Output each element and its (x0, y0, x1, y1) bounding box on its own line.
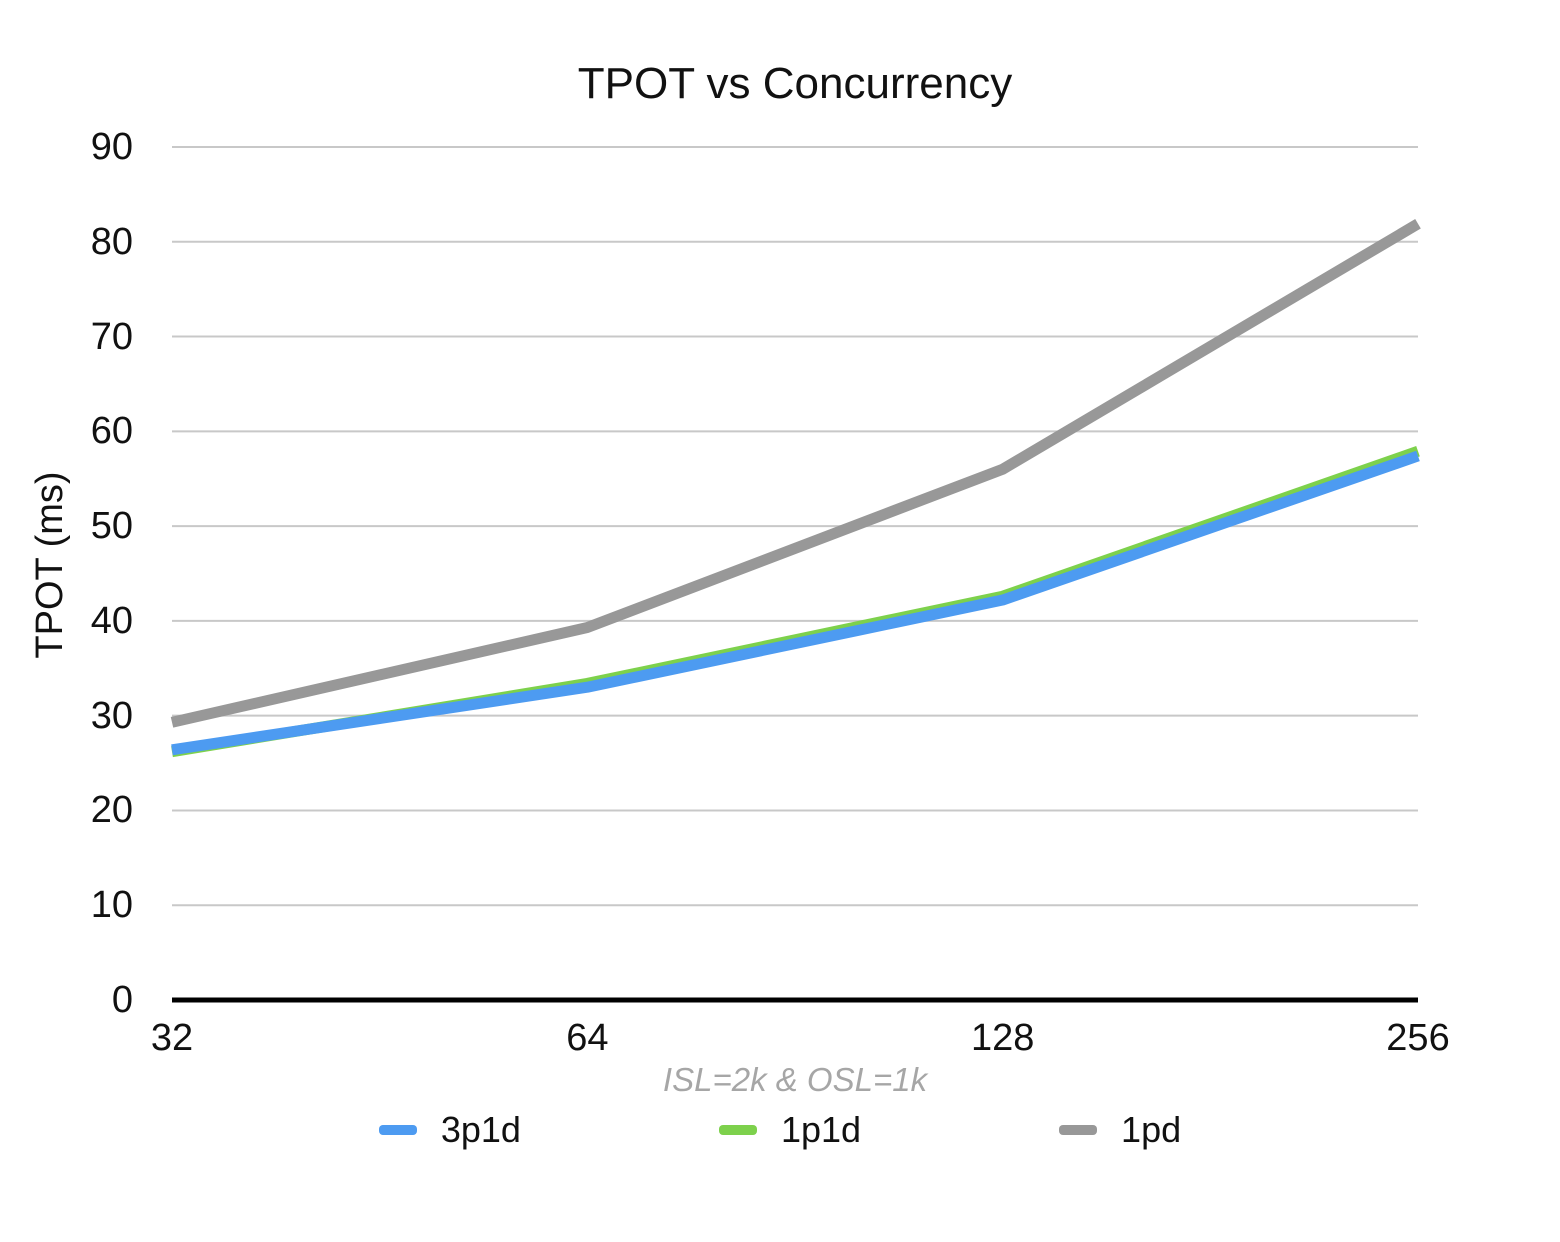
y-tick-label-40: 40 (90, 599, 133, 642)
x-tick-label-64: 64 (566, 1017, 609, 1059)
series-line-1pd (170, 219, 1421, 728)
chart-title: TPOT vs Concurrency (577, 59, 1013, 108)
series-line-3p1d (171, 450, 1420, 756)
legend-swatch-3p1d (378, 1125, 417, 1135)
x-tick-label-256: 256 (1386, 1017, 1450, 1059)
legend-swatch-1p1d (718, 1125, 757, 1135)
legend-label-1p1d: 1p1d (780, 1109, 862, 1150)
x-axis-subtitle: ISL=2k & OSL=1k (662, 1061, 928, 1098)
legend-item-1pd: 1pd (1059, 1108, 1181, 1152)
y-tick-label-20: 20 (90, 789, 133, 832)
legend: 3p1d 1p1d 1pd (0, 1106, 1560, 1154)
y-tick-label-30: 30 (90, 694, 133, 737)
legend-swatch-1pd (1059, 1125, 1098, 1135)
y-tick-label-70: 70 (90, 315, 133, 358)
legend-item-1p1d: 1p1d (718, 1108, 862, 1152)
y-axis-title: TPOT (ms) (29, 471, 71, 659)
y-tick-label-50: 50 (90, 505, 133, 548)
y-tick-label-90: 90 (90, 126, 133, 168)
series-line-1p1d (171, 446, 1420, 758)
legend-label-3p1d: 3p1d (440, 1109, 521, 1150)
y-tick-label-60: 60 (90, 410, 133, 453)
legend-item-3p1d: 3p1d (378, 1108, 521, 1152)
x-tick-label-32: 32 (150, 1017, 194, 1059)
y-tick-label-0: 0 (111, 979, 133, 1021)
legend-label-1pd: 1pd (1121, 1109, 1182, 1150)
y-tick-label-10: 10 (90, 884, 133, 927)
x-tick-label-128: 128 (970, 1017, 1035, 1059)
y-tick-label-80: 80 (90, 220, 133, 263)
